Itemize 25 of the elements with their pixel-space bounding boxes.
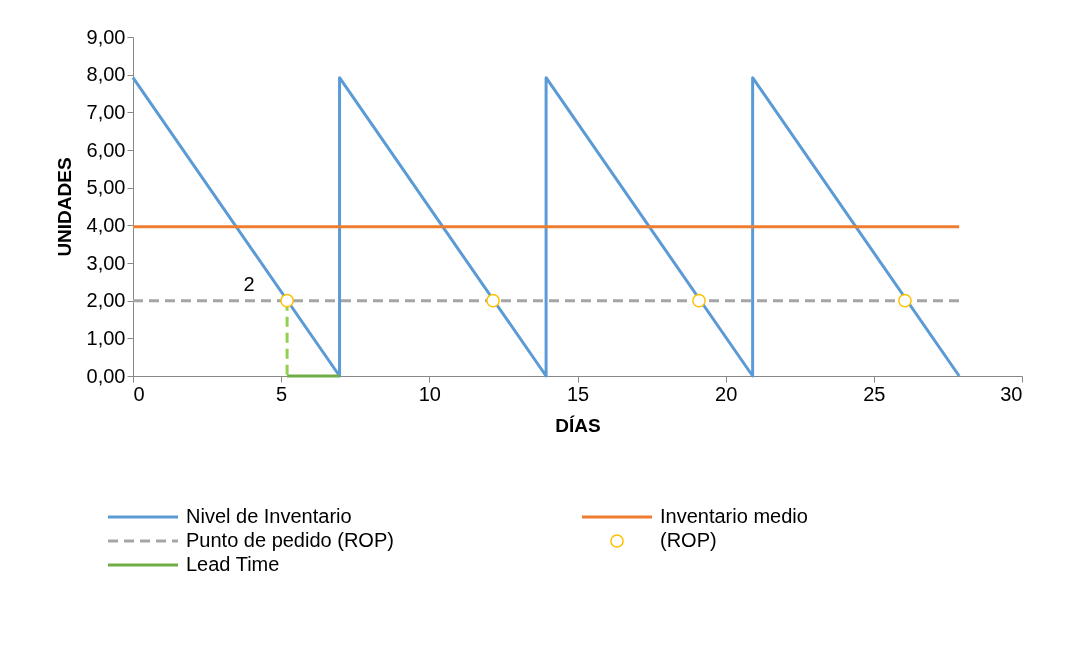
x-tick-label: 30 [1000, 382, 1023, 405]
annotation: 2 [243, 272, 255, 295]
x-tick-label: 15 [566, 382, 590, 405]
legend-label: Punto de pedido (ROP) [186, 529, 394, 551]
legend-label: Nivel de Inventario [186, 505, 352, 527]
y-tick-label: 3,00 [86, 251, 126, 274]
x-tick-label: 5 [276, 382, 288, 405]
legend-label: Lead Time [186, 553, 280, 575]
x-tick-label: 0 [133, 382, 145, 405]
y-tick-label: 1,00 [86, 326, 126, 349]
x-tick-label: 10 [418, 382, 441, 405]
y-tick-label: 9,00 [86, 25, 126, 48]
x-axis-title: DÍAS [555, 414, 601, 436]
legend-label: Inventario medio [660, 505, 808, 527]
y-tick-label: 7,00 [86, 100, 126, 123]
y-tick-label: 4,00 [86, 213, 126, 236]
legend-label: (ROP) [660, 529, 717, 551]
y-tick-label: 5,00 [86, 176, 126, 199]
y-tick-label: 6,00 [86, 138, 126, 161]
y-axis-title: UNIDADES [53, 157, 75, 257]
y-tick-label: 8,00 [86, 63, 126, 86]
y-tick-label: 0,00 [86, 364, 126, 387]
x-tick-label: 20 [715, 382, 738, 405]
y-tick-label: 2,00 [86, 289, 126, 312]
x-tick-label: 25 [863, 382, 886, 405]
